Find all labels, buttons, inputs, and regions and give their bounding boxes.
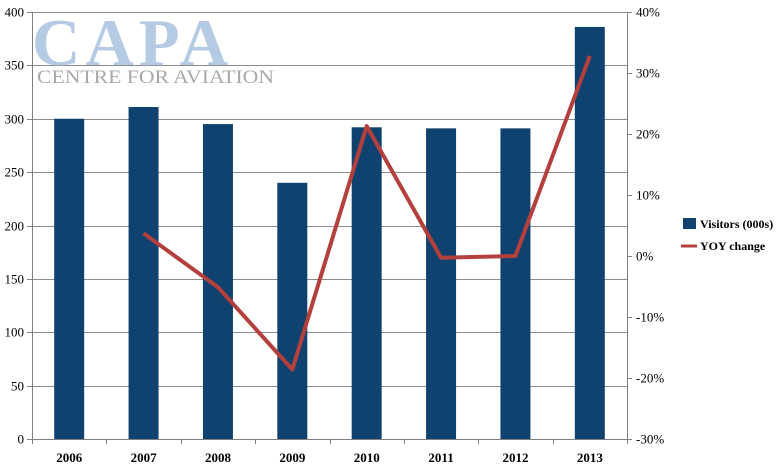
left-tick-label: 50 bbox=[11, 379, 24, 394]
legend-label-visitors: Visitors (000s) bbox=[700, 217, 773, 231]
right-tick-label: 0% bbox=[636, 249, 654, 264]
left-tick-label: 200 bbox=[5, 219, 25, 234]
legend-swatch-visitors bbox=[683, 218, 696, 229]
x-tick-label: 2010 bbox=[354, 450, 380, 465]
right-tick-label: -30% bbox=[636, 432, 664, 447]
right-tick-label: -10% bbox=[636, 310, 664, 325]
right-tick-label: -20% bbox=[636, 371, 664, 386]
x-tick-label: 2011 bbox=[428, 450, 453, 465]
capa-logo: CAPA CENTRE FOR AVIATION bbox=[32, 6, 274, 88]
x-tick-label: 2013 bbox=[577, 450, 604, 465]
legend-label-yoy: YOY change bbox=[700, 239, 766, 253]
x-tick-label: 2012 bbox=[502, 450, 528, 465]
left-tick-label: 150 bbox=[5, 272, 25, 287]
right-tick-label: 30% bbox=[636, 66, 660, 81]
bar-2012 bbox=[500, 128, 530, 439]
left-tick-label: 300 bbox=[5, 112, 25, 127]
legend: Visitors (000s) YOY change bbox=[681, 217, 773, 253]
logo-sub-text: CENTRE FOR AVIATION bbox=[37, 67, 274, 88]
bar-2009 bbox=[277, 183, 307, 439]
bar-2007 bbox=[129, 107, 159, 439]
left-tick-label: 400 bbox=[5, 5, 25, 20]
right-tick-label: 10% bbox=[636, 188, 660, 203]
right-tick-label: 20% bbox=[636, 127, 660, 142]
bar-2006 bbox=[54, 119, 84, 439]
left-tick-label: 0 bbox=[18, 432, 25, 447]
bar-2010 bbox=[352, 127, 382, 439]
bar-2011 bbox=[426, 128, 456, 439]
right-tick-label: 40% bbox=[636, 5, 660, 20]
left-tick-label: 350 bbox=[5, 58, 25, 73]
x-tick-label: 2008 bbox=[205, 450, 232, 465]
left-tick-label: 250 bbox=[5, 165, 25, 180]
left-tick-label: 100 bbox=[5, 325, 25, 340]
x-tick-label: 2009 bbox=[279, 450, 306, 465]
x-tick-label: 2007 bbox=[131, 450, 158, 465]
x-tick-label: 2006 bbox=[56, 450, 83, 465]
